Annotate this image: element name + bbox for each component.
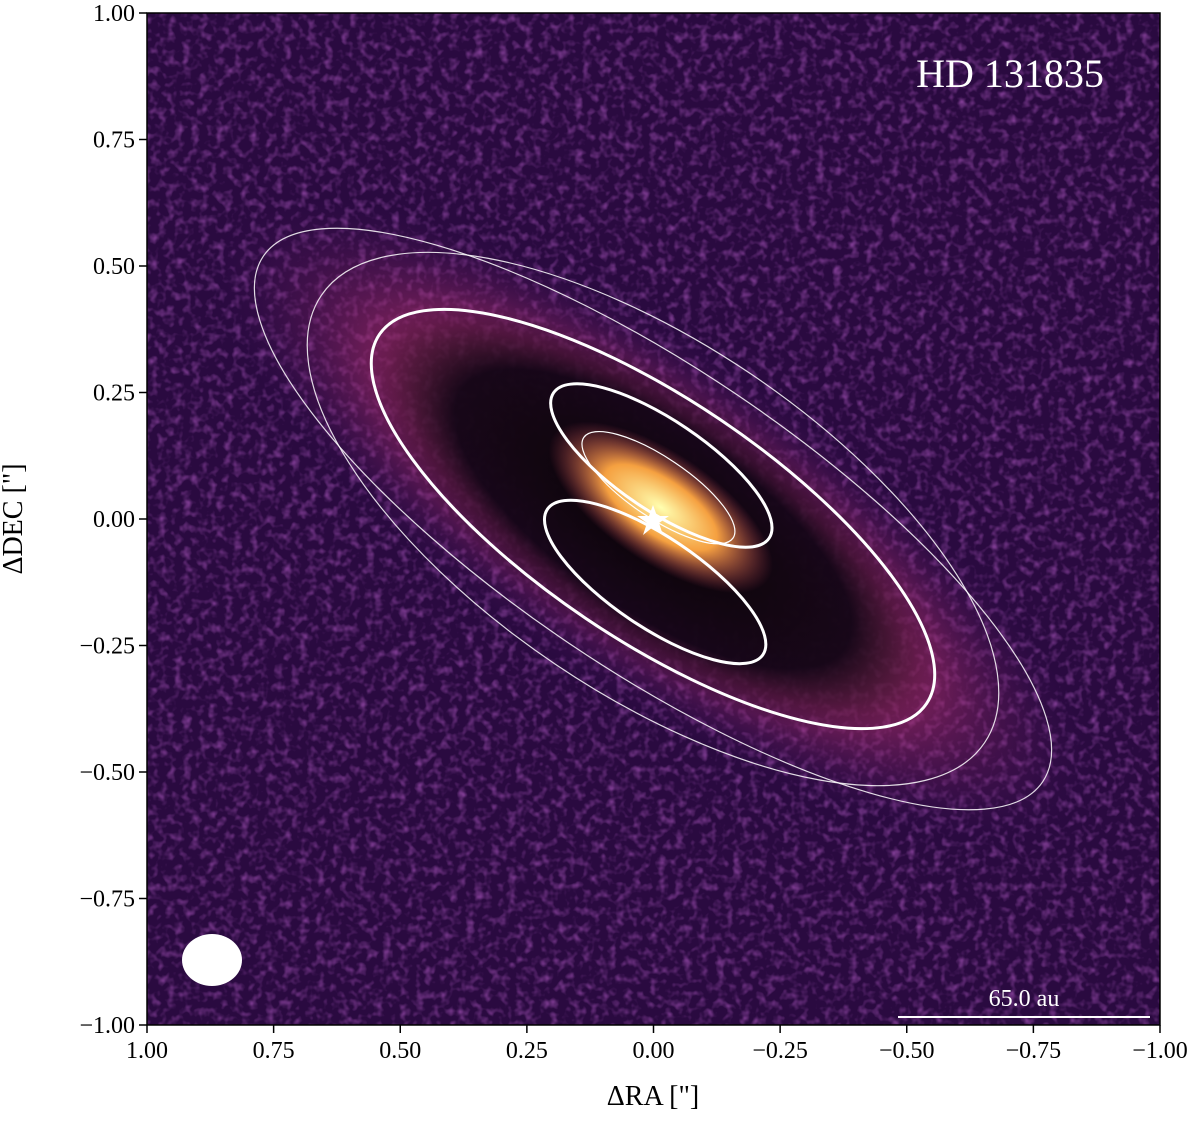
y-tick-label: −0.50 <box>79 760 135 786</box>
x-axis-label: ΔRA ["] <box>607 1081 699 1112</box>
y-tick-label: 0.50 <box>93 254 135 280</box>
y-tick-label: 1.00 <box>93 1 135 27</box>
beam <box>182 934 242 986</box>
x-tick-label: 0.75 <box>253 1038 295 1064</box>
x-tick-label: 0.00 <box>633 1038 675 1064</box>
y-axis-label: ΔDEC ["] <box>0 463 29 574</box>
y-tick-label: −0.25 <box>79 634 135 660</box>
y-tick-label: 0.75 <box>93 128 135 154</box>
x-tick-label: 1.00 <box>126 1038 168 1064</box>
image: 65.0 au HD 131835 <box>147 13 1160 1025</box>
x-tick-label: 0.50 <box>379 1038 421 1064</box>
y-tick-label: −0.75 <box>79 887 135 913</box>
x-tick-label: 0.25 <box>506 1038 548 1064</box>
scale-bar-label: 65.0 au <box>989 986 1060 1012</box>
y-tick-label: 0.25 <box>93 381 135 407</box>
y-tick-label: 0.00 <box>93 507 135 533</box>
x-tick-label: −0.50 <box>879 1038 935 1064</box>
chart-title: HD 131835 <box>916 51 1104 96</box>
x-tick-label: −1.00 <box>1132 1038 1188 1064</box>
x-tick-label: −0.75 <box>1006 1038 1062 1064</box>
y-tick-label: −1.00 <box>79 1013 135 1039</box>
x-tick-label: −0.25 <box>752 1038 808 1064</box>
